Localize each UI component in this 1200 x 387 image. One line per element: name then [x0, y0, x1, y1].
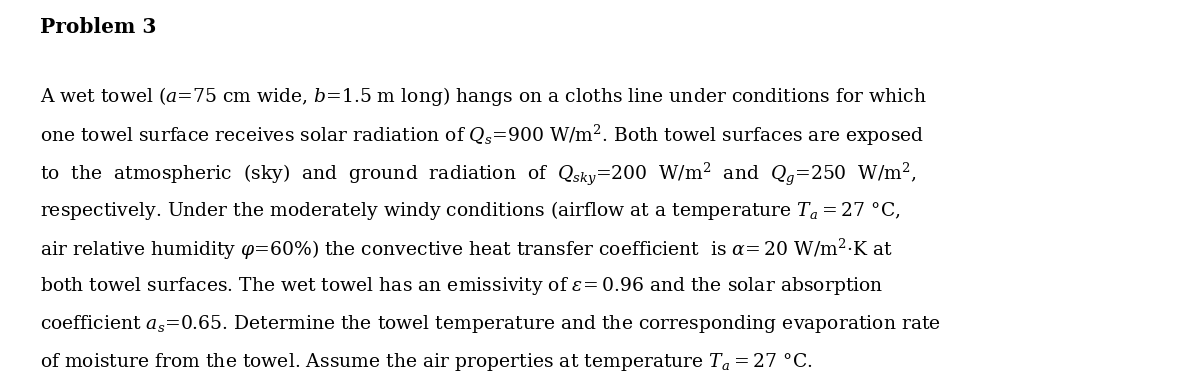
- Text: coefficient $a_s$=0.65. Determine the towel temperature and the corresponding ev: coefficient $a_s$=0.65. Determine the to…: [40, 313, 941, 335]
- Text: one towel surface receives solar radiation of $Q_s$=900 W/m$^2$. Both towel surf: one towel surface receives solar radiati…: [40, 123, 924, 148]
- Text: Problem 3: Problem 3: [40, 17, 156, 38]
- Text: A wet towel ($a$=75 cm wide, $b$=1.5 m long) hangs on a cloths line under condit: A wet towel ($a$=75 cm wide, $b$=1.5 m l…: [40, 85, 926, 108]
- Text: both towel surfaces. The wet towel has an emissivity of $\varepsilon$= 0.96 and : both towel surfaces. The wet towel has a…: [40, 275, 883, 297]
- Text: to  the  atmospheric  (sky)  and  ground  radiation  of  $Q_{sky}$=200  W/m$^2$ : to the atmospheric (sky) and ground radi…: [40, 161, 916, 188]
- Text: of moisture from the towel. Assume the air properties at temperature $T_a$ = 27 : of moisture from the towel. Assume the a…: [40, 351, 812, 373]
- Text: respectively. Under the moderately windy conditions (airflow at a temperature $T: respectively. Under the moderately windy…: [40, 199, 900, 222]
- Text: air relative humidity $\varphi$=60%) the convective heat transfer coefficient  i: air relative humidity $\varphi$=60%) the…: [40, 237, 893, 262]
